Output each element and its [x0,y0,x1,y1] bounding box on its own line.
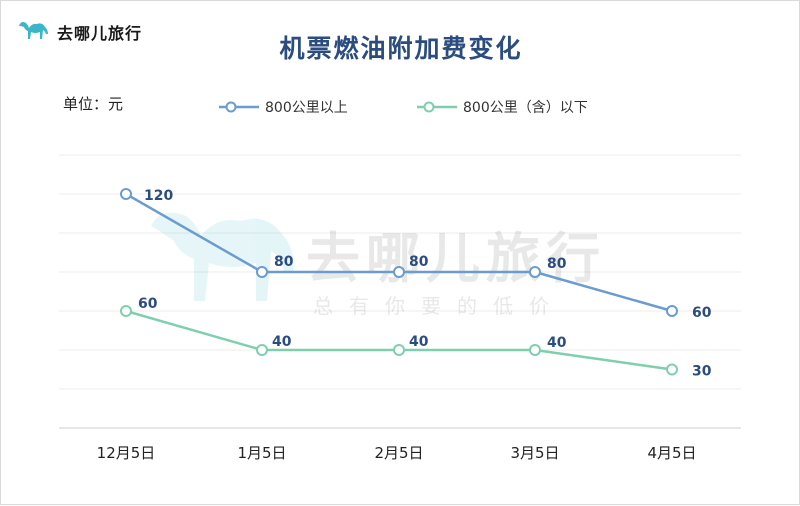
data-point [393,344,405,356]
x-axis: 12月5日 1月5日 2月5日 3月5日 4月5日 [59,427,741,462]
series-layer: 120 80 80 80 60 60 40 40 40 30 [120,188,712,380]
legend-swatch-series-2 [417,101,457,113]
x-tick-label: 4月5日 [647,444,696,462]
legend-item-series-2: 800公里（含）以下 [417,97,588,117]
x-tick-label: 12月5日 [97,444,156,462]
data-point [529,344,541,356]
chart-title: 机票燃油附加费变化 [279,34,523,63]
series-line-2 [125,309,673,371]
x-tick-label: 2月5日 [374,444,423,462]
watermark-camel-icon [151,212,294,301]
data-point [256,344,268,356]
legend-swatch-series-1 [219,101,259,113]
data-label: 40 [409,334,429,350]
data-label: 40 [547,335,567,351]
data-point [256,266,268,278]
data-label: 60 [692,305,712,321]
data-point [393,266,405,278]
data-point [120,188,132,200]
data-label: 60 [138,296,158,312]
brand-name: 去哪儿旅行 [57,24,143,43]
data-label: 40 [272,334,292,350]
data-point [120,305,132,317]
data-label: 80 [547,256,567,272]
legend-label-series-1: 800公里以上 [265,100,348,116]
brand-logo: 去哪儿旅行 [17,17,142,47]
legend-item-series-1: 800公里以上 [219,97,348,117]
data-point [529,266,541,278]
camel-logo-icon [19,22,48,39]
legend-label-series-2: 800公里（含）以下 [463,100,588,116]
data-point [666,305,678,317]
data-label: 80 [274,254,294,270]
watermark: 去哪儿旅行 总有你要的低价 [151,212,606,318]
data-label: 80 [409,254,429,270]
x-tick-label: 1月5日 [237,444,286,462]
watermark-slogan: 总有你要的低价 [313,294,565,318]
grid-lines [59,154,741,390]
data-point [666,363,678,376]
data-label: 30 [692,364,712,380]
watermark-name: 去哪儿旅行 [306,227,606,290]
x-tick-label: 3月5日 [510,444,559,462]
data-label: 120 [144,188,173,204]
unit-label: 单位：元 [63,95,124,113]
